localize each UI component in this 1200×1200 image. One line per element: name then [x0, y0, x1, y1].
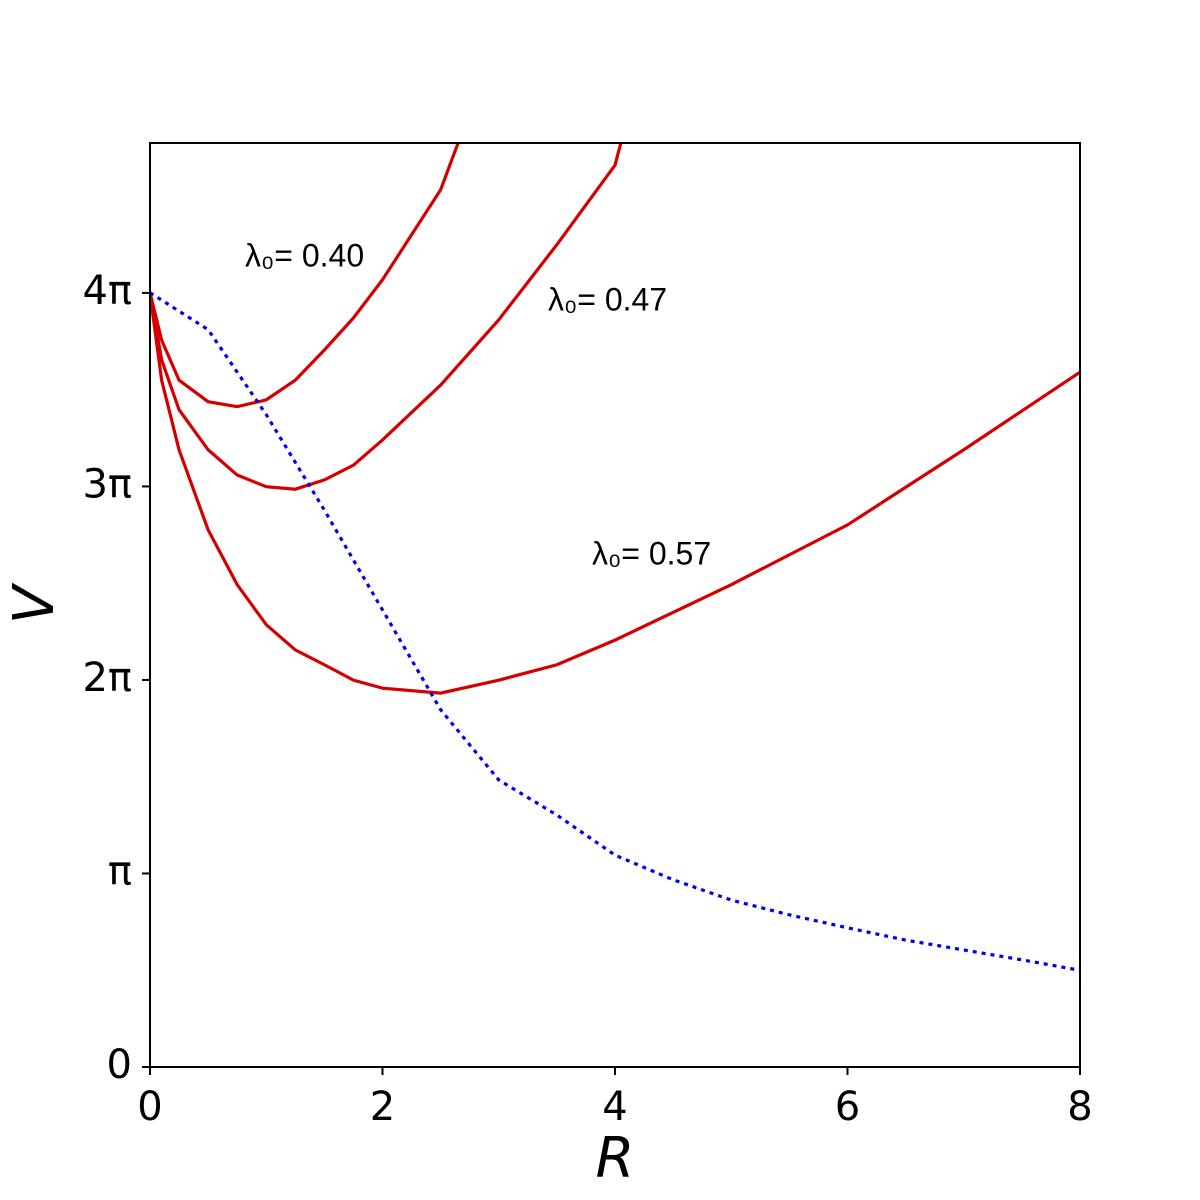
x-tick-label: 8 — [1067, 1084, 1092, 1130]
plot-frame — [149, 142, 1081, 1068]
x-tick-label: 6 — [835, 1084, 860, 1130]
curve-label: λ₀= 0.57 — [592, 535, 711, 571]
x-tick-label: 0 — [137, 1084, 162, 1130]
line-series — [150, 143, 623, 491]
curve-label: λ₀= 0.40 — [245, 237, 364, 273]
y-tick-label: π — [108, 848, 132, 894]
x-axis-label: R — [596, 1126, 635, 1191]
y-tick-label: 0 — [107, 1042, 132, 1088]
line-series — [150, 292, 1080, 695]
line-series — [150, 143, 460, 409]
curve-label: λ₀= 0.47 — [548, 281, 667, 317]
y-tick-label: 2π — [82, 655, 132, 701]
x-tick-label: 2 — [370, 1084, 395, 1130]
y-axis-label: V — [2, 582, 67, 624]
line-series — [150, 291, 1080, 972]
x-tick-label: 4 — [602, 1084, 627, 1130]
y-tick-label: 3π — [82, 461, 132, 507]
y-tick-label: 4π — [82, 268, 132, 314]
